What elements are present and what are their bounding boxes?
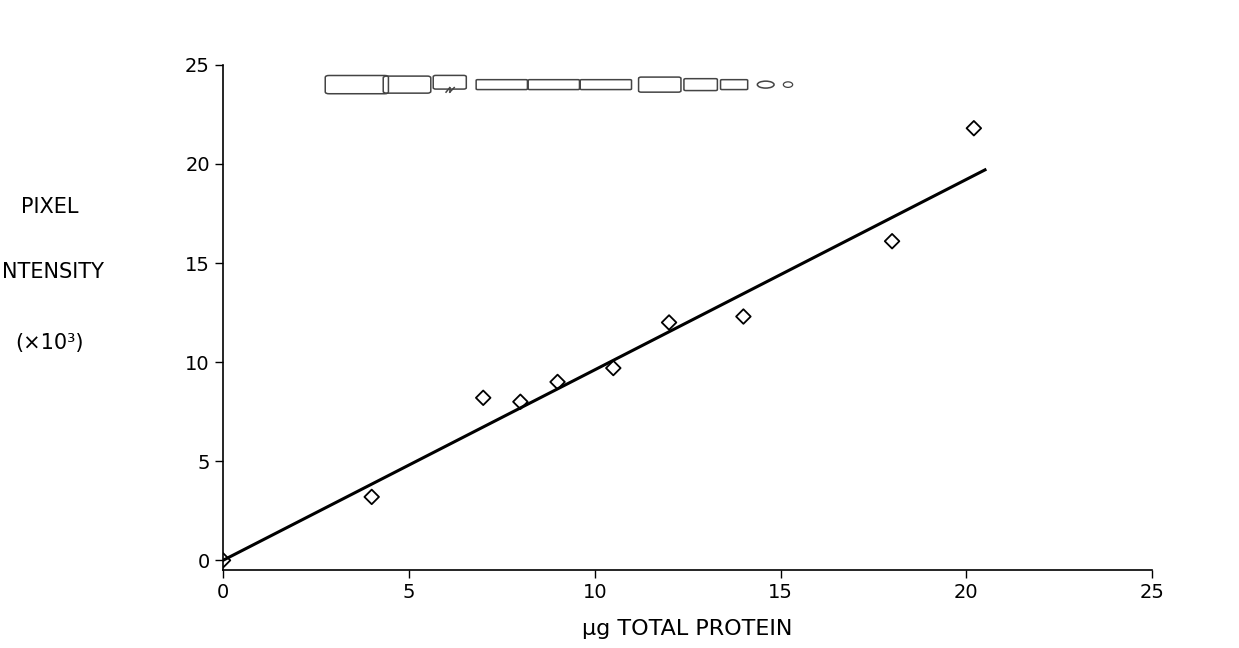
Point [213,555,233,566]
Point [473,393,493,403]
Point [548,376,567,387]
X-axis label: μg TOTAL PROTEIN: μg TOTAL PROTEIN [582,619,793,639]
Point [964,123,984,133]
Point [510,397,530,407]
Point [882,236,902,246]
Text: PIXEL: PIXEL [21,198,78,217]
Point [733,311,753,321]
Point [603,363,623,373]
Point [659,318,679,328]
Point [362,492,382,502]
Text: (×10³): (×10³) [15,334,84,353]
Text: INTENSITY: INTENSITY [0,262,104,282]
